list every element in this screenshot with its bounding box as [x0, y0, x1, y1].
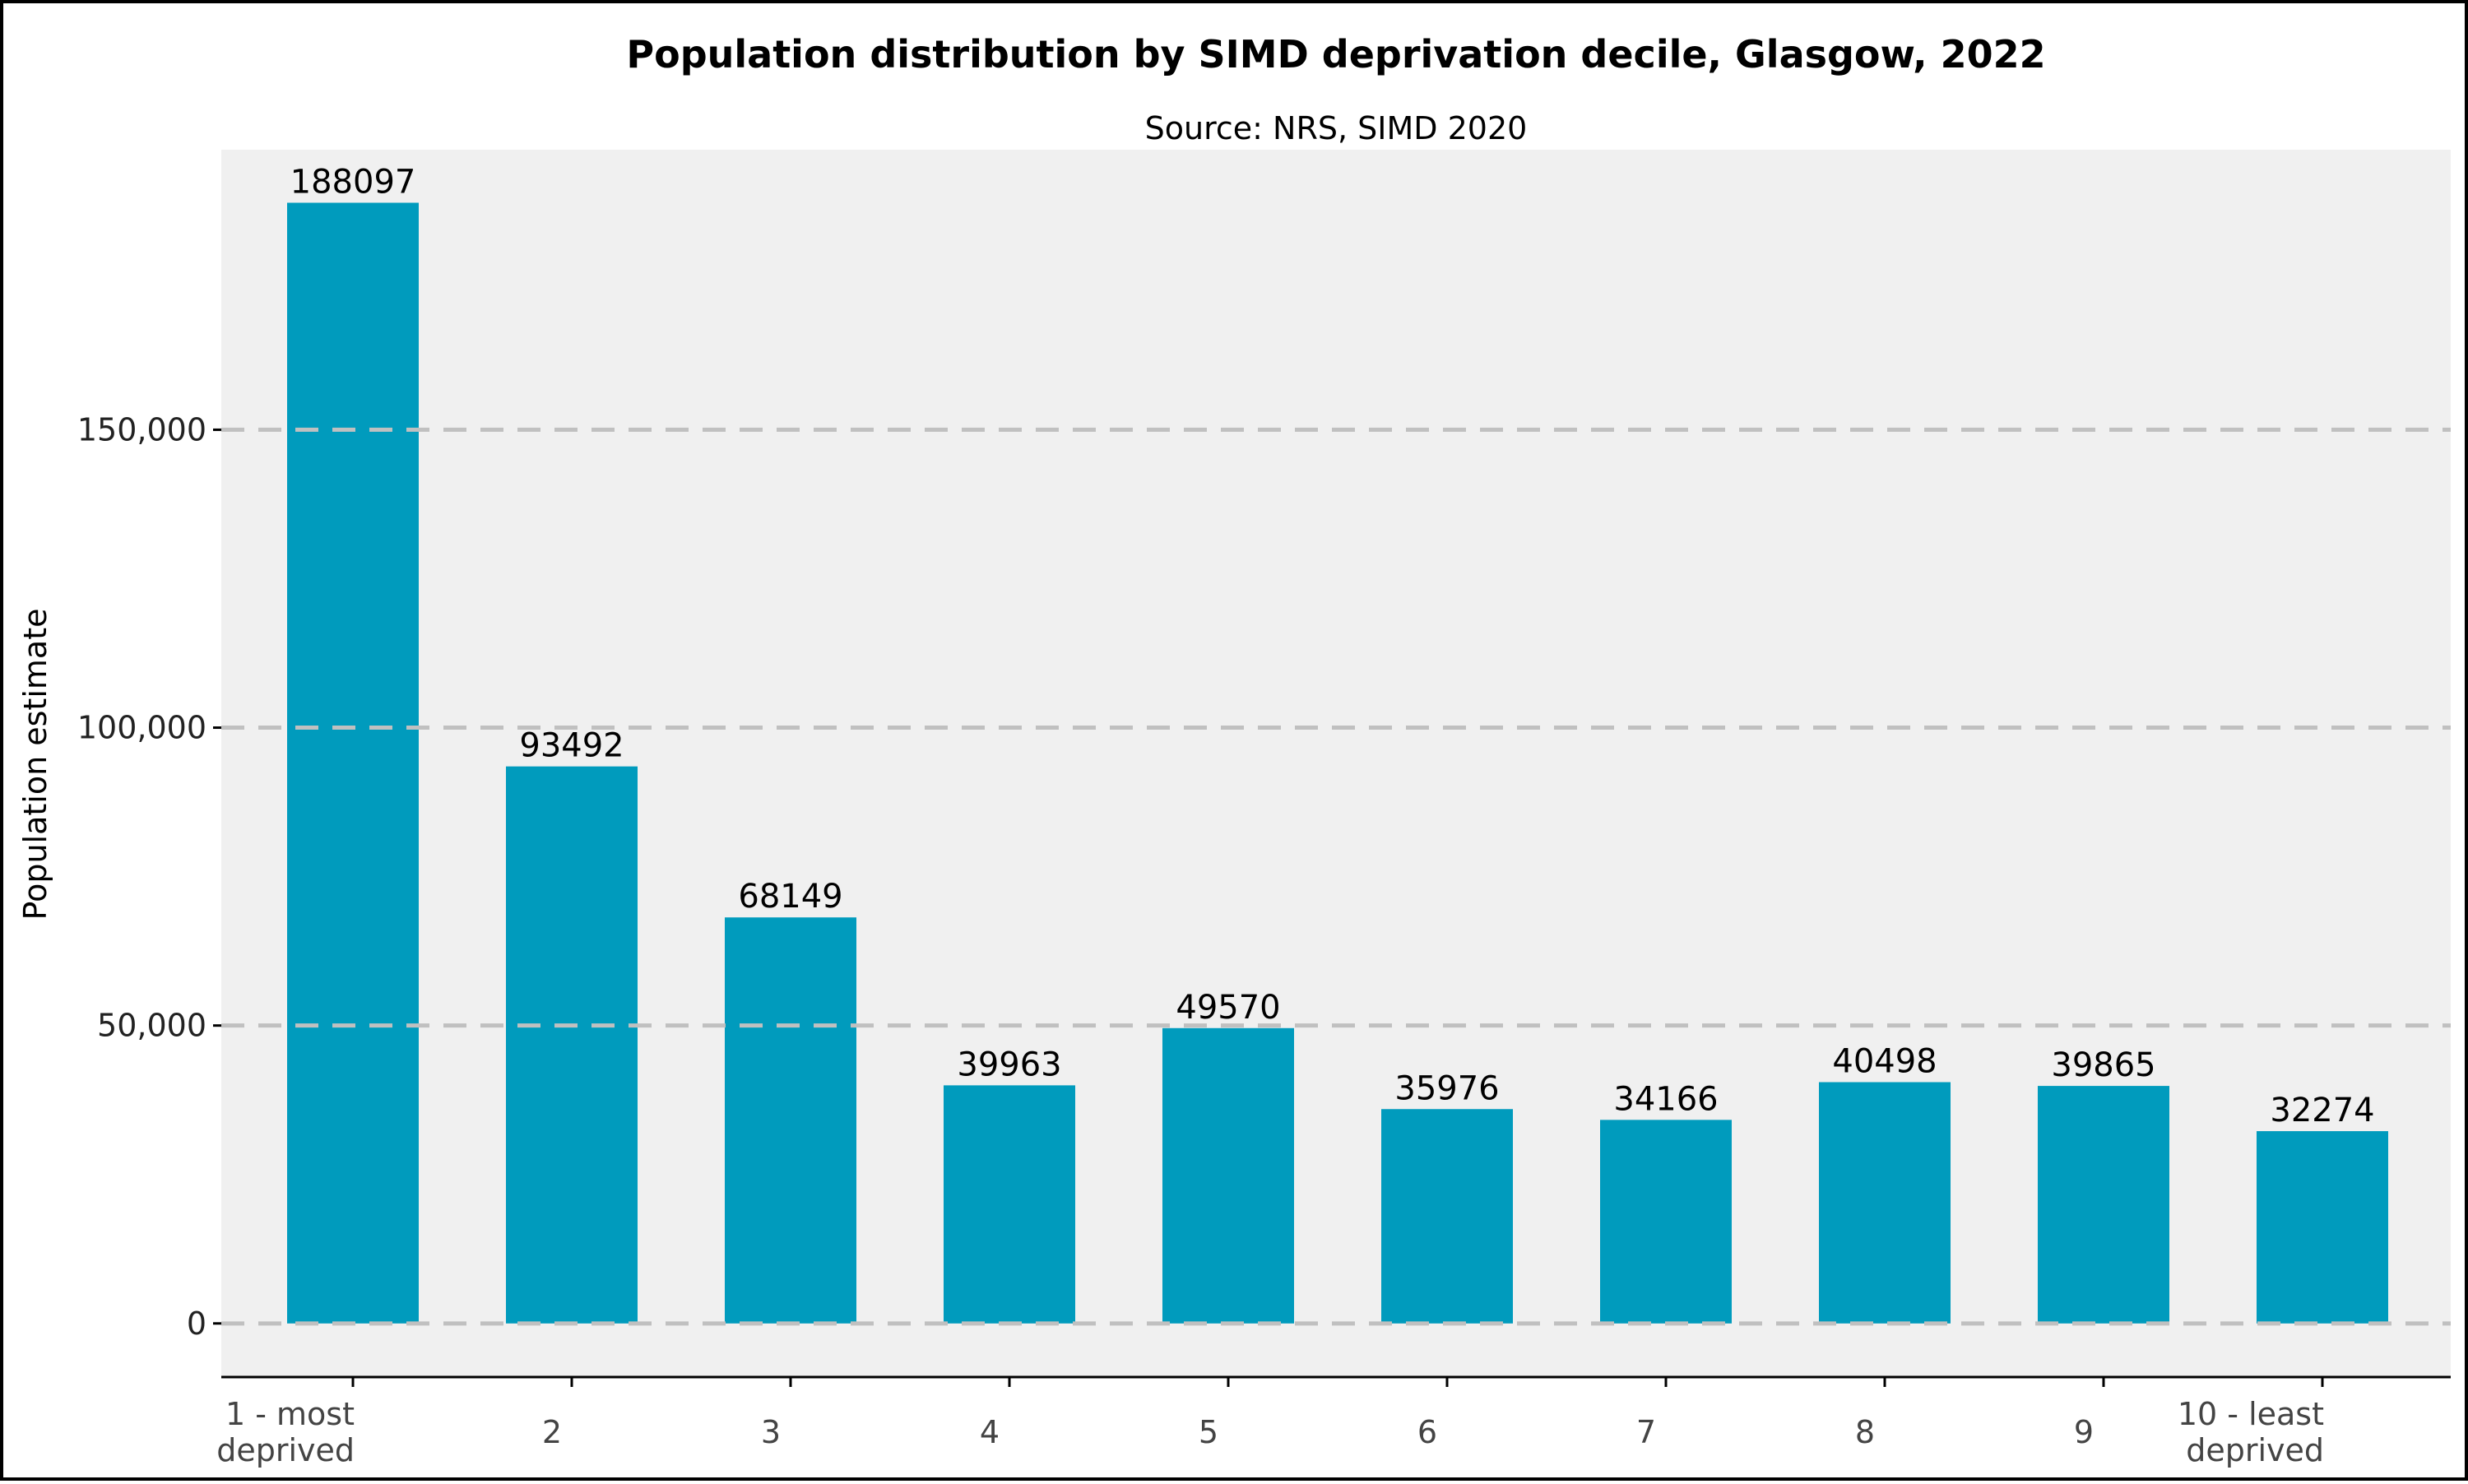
- bar: [2038, 1086, 2169, 1324]
- gridlines: [221, 427, 2451, 1326]
- data-label: 68149: [738, 878, 842, 916]
- bar: [1381, 1109, 1513, 1324]
- x-tick-label: 8: [1855, 1414, 1875, 1450]
- data-labels: 188097 93492 68149 39963 49570 35976 34166 4049…: [290, 163, 2375, 1129]
- data-label: 40498: [1832, 1042, 1937, 1080]
- x-tick-label: 6: [1417, 1414, 1437, 1450]
- data-label: 93492: [519, 727, 624, 765]
- x-tick-label: 5: [1199, 1414, 1218, 1450]
- y-tick-label: 150,000: [77, 411, 206, 448]
- x-tick-label: 10 - least deprived: [2178, 1396, 2324, 1468]
- chart-title: Population distribution by SIMD deprivat…: [626, 32, 2045, 77]
- data-label: 32274: [2270, 1092, 2374, 1129]
- data-label: 39963: [957, 1046, 1061, 1083]
- y-tick-label: 0: [187, 1305, 206, 1342]
- y-tick-label: 100,000: [77, 710, 206, 746]
- data-label: 35976: [1394, 1069, 1499, 1107]
- bar: [1162, 1027, 1294, 1324]
- bar: [1819, 1082, 1951, 1324]
- bar: [287, 202, 419, 1324]
- x-tick-label: 1 - most deprived: [216, 1396, 355, 1468]
- x-tick-label: 7: [1636, 1414, 1656, 1450]
- data-label: 39865: [2051, 1046, 2155, 1084]
- x-tick-label: 2: [542, 1414, 562, 1450]
- bar: [1600, 1120, 1732, 1324]
- data-label: 49570: [1176, 989, 1280, 1027]
- y-axis-label: Population estimate: [17, 609, 53, 921]
- x-tick-label: 9: [2074, 1414, 2094, 1450]
- y-tick-label: 50,000: [97, 1008, 206, 1044]
- bar: [506, 766, 638, 1324]
- bar: [944, 1085, 1075, 1324]
- chart-subtitle: Source: NRS, SIMD 2020: [1145, 110, 1528, 146]
- bars: [287, 202, 2388, 1324]
- x-tick-label: 3: [761, 1414, 781, 1450]
- bar: [2257, 1131, 2388, 1324]
- bar: [725, 917, 856, 1324]
- data-label: 188097: [290, 163, 416, 201]
- x-tick-label: 4: [980, 1414, 1000, 1450]
- data-label: 34166: [1613, 1080, 1718, 1118]
